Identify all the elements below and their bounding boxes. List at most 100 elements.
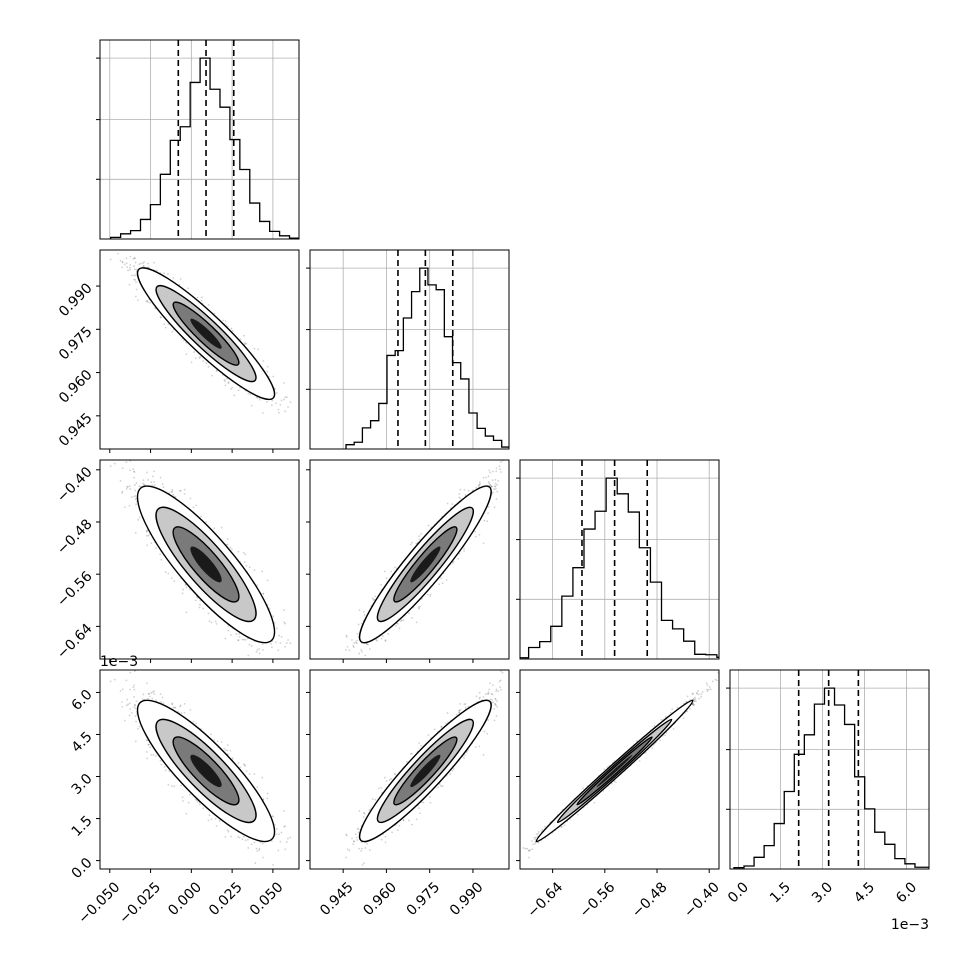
scatter-point (183, 488, 186, 491)
scatter-point (237, 639, 240, 641)
scatter-point (222, 319, 225, 322)
scatter-point (289, 401, 292, 404)
scatter-point (200, 299, 203, 302)
scatter-point (226, 543, 229, 546)
scatter-point (160, 316, 162, 319)
scatter-point (134, 531, 137, 534)
scatter-point (128, 504, 131, 507)
scatter-point (185, 353, 188, 356)
scatter-point (230, 388, 232, 390)
scatter-point (194, 599, 197, 602)
panel-0-0 (96, 39, 300, 240)
panel-1-1 (306, 249, 510, 450)
scatter-point (145, 534, 148, 537)
scatter-point (270, 642, 273, 645)
scatter-point (145, 529, 148, 532)
scatter-point (213, 527, 216, 530)
scatter-point (134, 489, 137, 492)
scatter-point (201, 296, 203, 299)
scatter-point (128, 266, 131, 269)
scatter-point (248, 566, 251, 569)
scatter-point (137, 518, 139, 521)
scatter-point (215, 370, 218, 372)
density-contour-3 (190, 318, 222, 349)
scatter-point (147, 262, 150, 265)
scatter-point (270, 404, 273, 407)
scatter-point (134, 257, 136, 260)
scatter-point (155, 547, 157, 550)
scatter-point (200, 515, 202, 518)
scatter-point (164, 571, 167, 573)
scatter-point (230, 634, 232, 636)
scatter-point (171, 330, 174, 333)
scatter-point (224, 320, 227, 322)
scatter-point (182, 588, 184, 591)
scatter-point (135, 281, 137, 284)
scatter-point (243, 638, 245, 641)
scatter-point (123, 263, 126, 266)
scatter-point (126, 485, 129, 488)
scatter-point (147, 301, 149, 304)
scatter-point (227, 381, 230, 384)
scatter-point (202, 607, 205, 610)
scatter-point (126, 266, 129, 269)
scatter-point (233, 394, 236, 397)
scatter-point (243, 343, 246, 346)
scatter-point (284, 645, 287, 648)
scatter-point (179, 278, 182, 280)
scatter-point (253, 347, 256, 350)
scatter-point (129, 488, 132, 490)
scatter-point (135, 268, 138, 271)
scatter-point (134, 261, 137, 264)
scatter-point (242, 551, 245, 554)
scatter-point (129, 255, 132, 258)
scatter-point (196, 596, 199, 599)
scatter-point (224, 637, 227, 640)
scatter-point (266, 370, 269, 373)
scatter-point (207, 366, 210, 368)
scatter-point (275, 402, 277, 405)
scatter-point (149, 301, 152, 304)
scatter-point (133, 257, 136, 259)
scatter-point (142, 479, 145, 482)
scatter-point (143, 260, 145, 263)
scatter-point (189, 497, 192, 500)
scatter-point (160, 558, 163, 561)
scatter-point (135, 503, 137, 506)
scatter-point (275, 641, 277, 644)
scatter-point (198, 356, 201, 359)
scatter-point (231, 330, 234, 332)
scatter-point (244, 553, 246, 556)
scatter-point (262, 359, 265, 362)
scatter-point (242, 334, 245, 337)
scatter-point (132, 257, 135, 260)
scatter-point (227, 629, 230, 632)
scatter-point (134, 274, 137, 276)
scatter-point (227, 382, 230, 385)
scatter-point (119, 479, 122, 482)
scatter-point (279, 642, 282, 645)
scatter-point (170, 577, 173, 580)
scatter-point (287, 406, 289, 408)
scatter-point (129, 264, 132, 266)
scatter-point (142, 262, 144, 265)
scatter-point (154, 307, 156, 310)
scatter-point (284, 410, 287, 413)
scatter-point (283, 382, 286, 384)
scatter-point (172, 277, 175, 279)
scatter-point (152, 475, 154, 478)
panel-border (309, 249, 510, 450)
scatter-point (224, 384, 227, 387)
scatter-point (181, 592, 184, 595)
scatter-point (171, 488, 174, 491)
scatter-point (266, 365, 269, 368)
scatter-point (280, 399, 283, 402)
scatter-point (134, 495, 137, 497)
scatter-point (192, 506, 195, 509)
scatter-point (214, 620, 217, 623)
scatter-point (182, 339, 185, 342)
scatter-point (163, 323, 165, 326)
scatter-point (198, 603, 201, 606)
scatter-point (150, 481, 153, 484)
scatter-point (121, 266, 123, 269)
